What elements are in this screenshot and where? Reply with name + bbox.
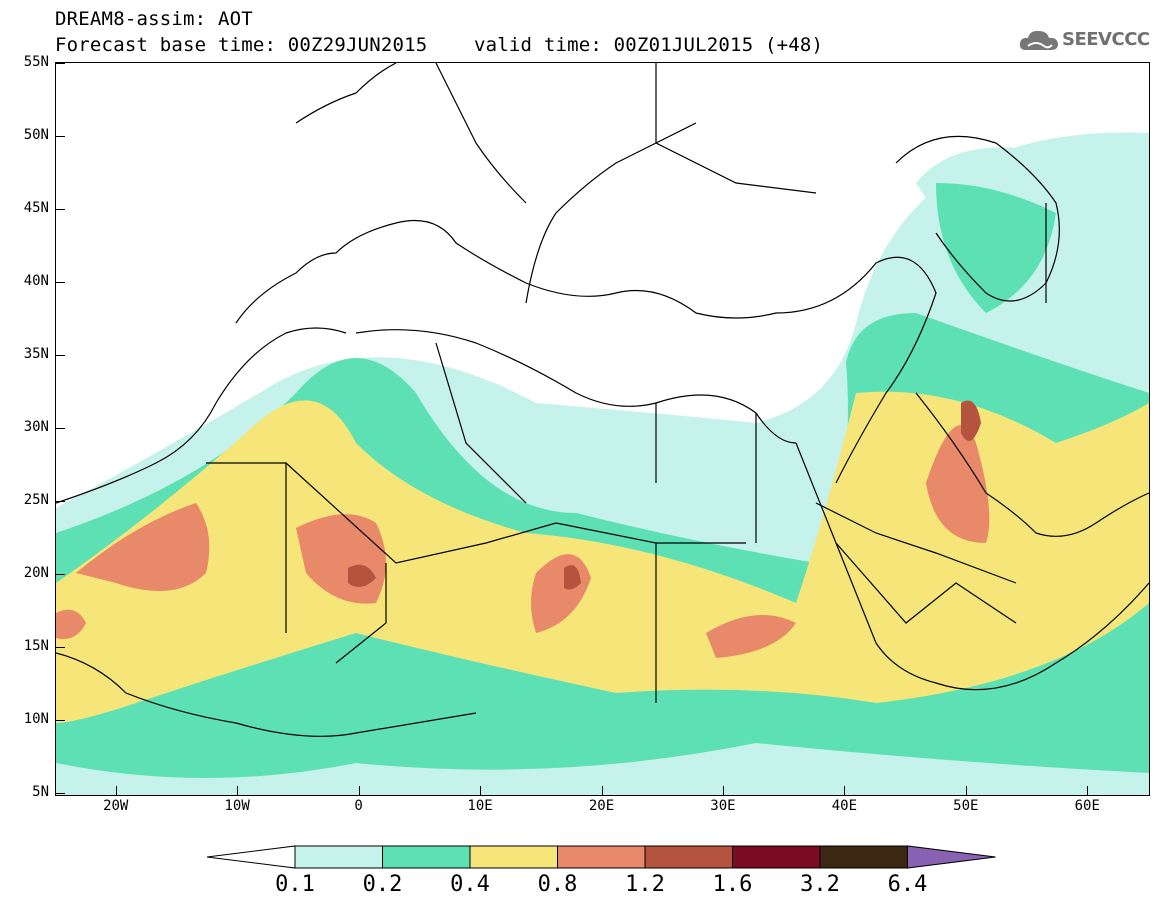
lat-tick — [55, 63, 65, 64]
lon-label: 20E — [588, 798, 615, 814]
lon-label: 20W — [103, 798, 129, 814]
legend-arrow-high — [907, 845, 996, 869]
lon-tick — [358, 786, 360, 795]
legend-label: 1.6 — [712, 872, 753, 897]
lat-label: 25N — [23, 492, 49, 508]
lon-tick — [722, 786, 724, 795]
legend-label: 6.4 — [887, 872, 928, 897]
legend-label: 0.8 — [537, 872, 578, 897]
legend-label: 3.2 — [800, 872, 840, 897]
lon-tick — [844, 786, 846, 795]
lon-label: 40E — [831, 798, 858, 814]
coastlines — [56, 63, 1149, 737]
aot-map — [56, 63, 1149, 795]
legend-swatch — [644, 845, 733, 869]
lon-tick — [965, 786, 967, 795]
lon-label: 0 — [354, 798, 363, 814]
lat-label: 5N — [32, 784, 49, 800]
lat-tick — [55, 720, 65, 721]
chart-title: DREAM8-assim: AOT — [55, 8, 253, 30]
lat-label: 15N — [23, 638, 49, 654]
lat-label: 45N — [23, 200, 49, 216]
map-area — [55, 62, 1150, 796]
lat-label: 20N — [23, 565, 49, 581]
legend-swatch — [469, 845, 558, 869]
cloud-icon — [1019, 30, 1058, 50]
lat-tick — [55, 428, 65, 429]
lat-tick — [55, 355, 65, 356]
legend-label: 0.1 — [275, 872, 315, 897]
legend-swatch — [819, 845, 908, 869]
lon-tick — [480, 786, 482, 795]
legend-arrow-low — [206, 845, 296, 869]
chart-subtitle: Forecast base time: 00Z29JUN2015 valid t… — [55, 34, 824, 56]
lat-tick — [55, 209, 65, 210]
lat-label: 10N — [23, 711, 49, 727]
legend-swatch — [294, 845, 383, 869]
lat-label: 55N — [23, 54, 49, 70]
aot-contours — [56, 132, 1149, 795]
lon-label: 30E — [710, 798, 736, 814]
lat-label: 50N — [23, 127, 49, 143]
lon-tick — [115, 786, 117, 795]
seevccc-logo: SEEVCCC — [1018, 26, 1158, 56]
lon-label: 10E — [467, 798, 493, 814]
legend-swatch — [732, 845, 821, 869]
legend-label: 0.2 — [362, 872, 403, 897]
legend-label: 0.4 — [450, 872, 490, 897]
lat-tick — [55, 647, 65, 648]
legend-label: 1.2 — [625, 872, 665, 897]
legend-swatch — [557, 845, 646, 869]
lon-tick — [601, 786, 603, 795]
lon-tick — [237, 786, 239, 795]
lat-tick — [55, 136, 65, 137]
lat-tick — [55, 501, 65, 502]
lon-label: 50E — [953, 798, 979, 814]
lat-label: 35N — [23, 346, 49, 362]
lon-tick — [1087, 786, 1089, 795]
lon-label: 10W — [224, 798, 250, 814]
lat-tick — [55, 574, 65, 575]
lat-label: 30N — [23, 419, 49, 435]
lat-tick — [55, 793, 65, 794]
color-legend — [206, 845, 996, 869]
lat-label: 40N — [23, 273, 49, 289]
lon-label: 60E — [1074, 798, 1100, 814]
logo-text: SEEVCCC — [1062, 29, 1150, 50]
lat-tick — [55, 282, 65, 283]
legend-swatch — [382, 845, 471, 869]
